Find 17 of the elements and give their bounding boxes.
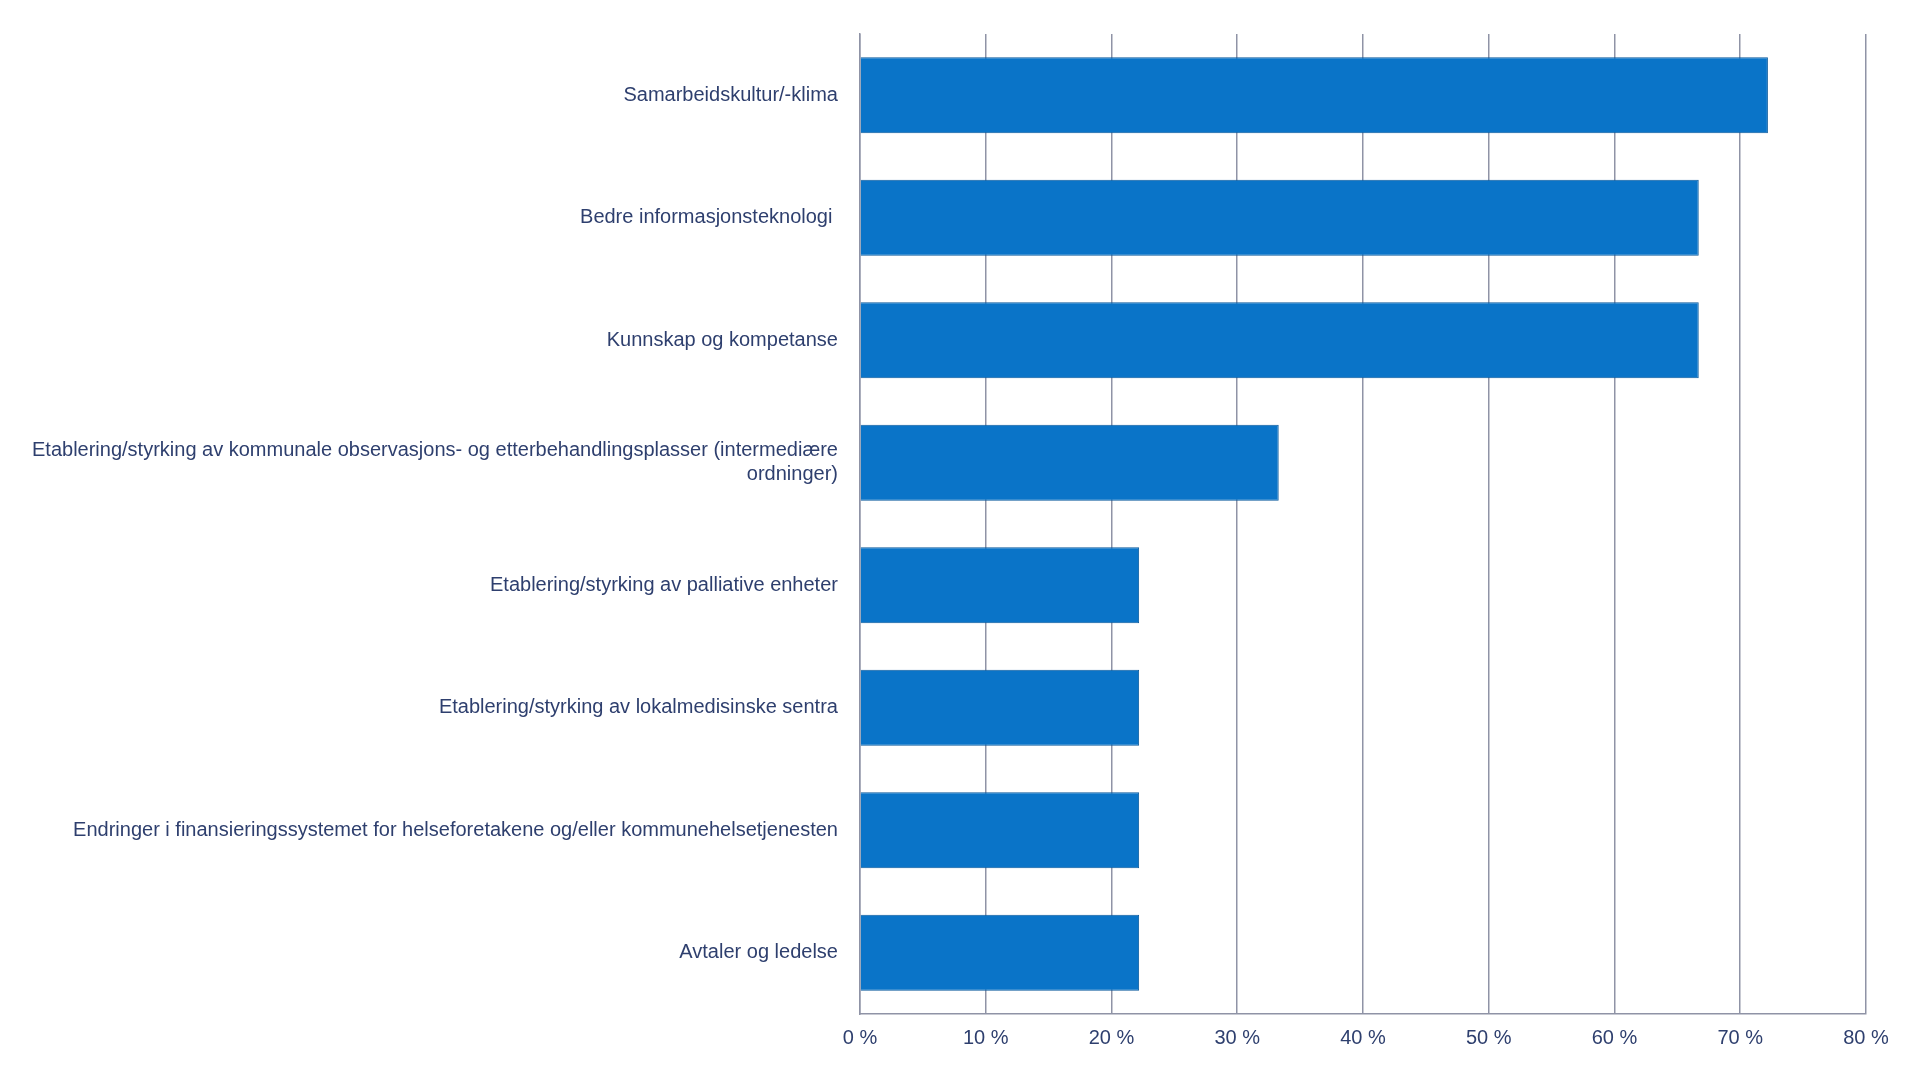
x-tick-label: 80 % [1843,1025,1890,1048]
x-tick-label: 10 % [962,1025,1009,1048]
y-tick-label: Bedre informasjonsteknologi [580,205,838,228]
y-tick-label: Etablering/styrking av kommunale observasjons- og etterbehandlingsplasser (intermediære ordninger) [31,438,838,485]
x-tick-label: 70 % [1717,1025,1764,1048]
x-tick-label: 50 % [1465,1025,1512,1048]
y-tick-label: Samarbeidskultur/-klima [623,82,839,105]
y-tick-label: Endringer i finansieringssystemet for helseforetakene og/eller kommunehelsetjenesten [73,817,838,840]
y-tick-label: Avtaler og ledelse [679,940,838,963]
x-tick-label: 0 % [842,1025,878,1048]
y-tick-label: Etablering/styrking av palliative enheter [489,572,839,595]
x-tick-label: 30 % [1214,1025,1261,1048]
y-tick-label: Kunnskap og kompetanse [606,327,838,350]
x-tick-label: 60 % [1591,1025,1638,1048]
x-tick-label: 20 % [1088,1025,1135,1048]
x-tick-label: 40 % [1340,1025,1386,1048]
y-tick-label: Etablering/styrking av lokalmedisinske sentra [438,695,839,718]
